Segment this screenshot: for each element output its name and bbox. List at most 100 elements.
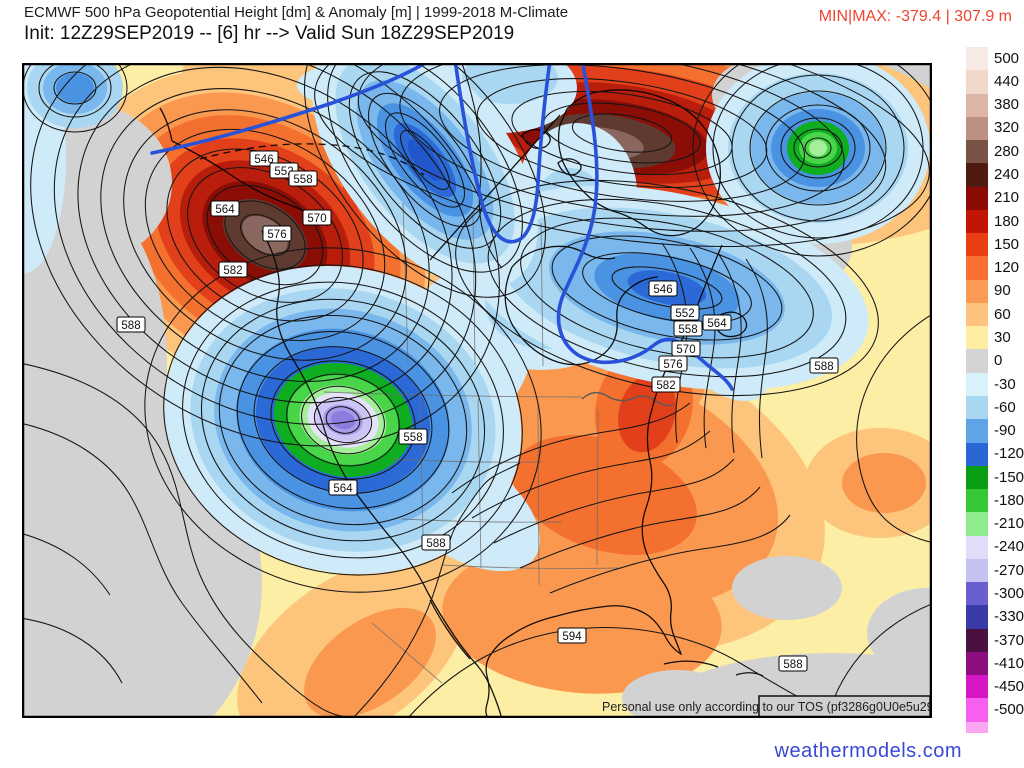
brand-link[interactable]: weathermodels.com	[774, 740, 962, 762]
colorbar-segment	[966, 140, 988, 164]
contour-label: 570	[302, 209, 332, 226]
map-frame	[22, 63, 932, 718]
colorbar-tick-label: 180	[994, 212, 1020, 230]
contour-label: 546	[249, 150, 279, 167]
svg-text:588: 588	[783, 659, 802, 671]
colorbar-tick-label: 440	[994, 72, 1020, 90]
watermark-text: Personal use only according to our TOS (…	[602, 700, 932, 714]
colorbar-segment	[966, 512, 988, 536]
header: ECMWF 500 hPa Geopotential Height [dm] &…	[24, 4, 568, 45]
colorbar-tick-label: -60	[994, 398, 1016, 416]
colorbar-tick-label: -300	[994, 584, 1024, 602]
contour-label: 552	[670, 304, 700, 321]
contour-label: 570	[671, 340, 701, 357]
colorbar-tick-label: 0	[994, 352, 1003, 370]
colorbar-segment	[966, 116, 988, 141]
svg-text:570: 570	[676, 344, 695, 356]
thick-540-contour	[150, 63, 734, 391]
colorbar-segment	[966, 47, 988, 71]
colorbar-segment	[966, 395, 988, 420]
colorbar-tick-label: 30	[994, 328, 1011, 346]
colorbar-tick-label: 280	[994, 142, 1020, 160]
colorbar-tick-label: -120	[994, 445, 1024, 463]
colorbar-tick-label: 380	[994, 96, 1020, 114]
svg-text:558: 558	[678, 324, 697, 336]
watermark-group: Personal use only according to our TOS (…	[602, 695, 932, 718]
map-title: ECMWF 500 hPa Geopotential Height [dm] &…	[24, 4, 569, 21]
colorbar-tick-label: 320	[994, 119, 1020, 137]
colorbar-segment	[966, 372, 988, 396]
colorbar-segment	[966, 70, 988, 94]
svg-text:546: 546	[254, 154, 273, 166]
contour-label: 588	[421, 534, 451, 551]
colorbar-tick-label: 60	[994, 305, 1011, 323]
colorbar-tick-label: 240	[994, 166, 1020, 184]
svg-text:588: 588	[426, 538, 445, 550]
contour-label: 582	[651, 376, 681, 393]
svg-text:570: 570	[307, 213, 326, 225]
contour-label: 558	[288, 170, 318, 187]
init-valid-line: Init: 12Z29SEP2019 -- [6] hr --> Valid S…	[24, 23, 515, 44]
colorbar-segment	[966, 93, 988, 117]
svg-text:588: 588	[814, 361, 833, 373]
contour-label: 576	[262, 225, 292, 242]
svg-text:564: 564	[333, 483, 353, 495]
colorbar-tick-label: 90	[994, 282, 1011, 300]
colorbar-segment	[966, 163, 988, 187]
colorbar-tick-label: -240	[994, 538, 1024, 556]
colorbar-segment	[966, 651, 988, 676]
colorbar-tick-label: -370	[994, 631, 1024, 649]
colorbar-segment	[966, 326, 988, 350]
colorbar-segment	[966, 233, 988, 257]
svg-text:594: 594	[562, 631, 582, 643]
colorbar-tick-label: 120	[994, 259, 1020, 277]
colorbar-segment	[966, 256, 988, 280]
colorbar-tick-label: -90	[994, 422, 1016, 440]
colorbar-segment	[966, 186, 988, 210]
colorbar-segment	[966, 721, 988, 733]
colorbar-segment	[966, 605, 988, 629]
colorbar-tick-label: 150	[994, 235, 1020, 253]
anomaly-colorbar	[966, 47, 988, 733]
svg-text:552: 552	[675, 308, 694, 320]
colorbar-tick-label: -330	[994, 608, 1024, 626]
map-canvas: 546 552 558 564 570 576 582 588 558 564 588 594 546 5…	[22, 63, 932, 718]
colorbar-tick-label: -150	[994, 468, 1024, 486]
colorbar-tick-label: 210	[994, 189, 1020, 207]
contour-label: 546	[648, 280, 678, 297]
svg-text:564: 564	[215, 204, 235, 216]
colorbar-tick-label: -180	[994, 491, 1024, 509]
colorbar-segment	[966, 349, 988, 373]
colorbar-segment	[966, 582, 988, 606]
colorbar-segment	[966, 628, 988, 652]
colorbar-tick-label: -450	[994, 678, 1024, 696]
colorbar-segment	[966, 675, 988, 699]
contour-label: 588	[809, 357, 839, 374]
svg-text:576: 576	[267, 229, 286, 241]
colorbar-segment	[966, 535, 988, 559]
contour-label: 582	[218, 261, 248, 278]
colorbar-segment	[966, 279, 988, 303]
colorbar-segment	[966, 302, 988, 327]
colorbar-tick-label: -500	[994, 701, 1024, 719]
contour-label: 564	[210, 200, 240, 217]
minmax-readout: MIN|MAX: -379.4 | 307.9 m	[818, 8, 1012, 25]
colorbar-segment	[966, 489, 988, 513]
contour-label: 558	[398, 428, 428, 445]
contour-label-layer: 546 552 558 564 570 576 582 588 558 564 588 594 546 5…	[116, 150, 839, 672]
colorbar-segment	[966, 442, 988, 466]
colorbar-tick-label: -410	[994, 654, 1024, 672]
svg-text:576: 576	[663, 359, 682, 371]
colorbar-tick-label: 500	[994, 49, 1020, 67]
colorbar-segment	[966, 419, 988, 443]
colorbar-segment	[966, 209, 988, 234]
height-contours	[22, 63, 932, 718]
contour-label: 576	[658, 355, 688, 372]
svg-text:582: 582	[223, 265, 242, 277]
svg-text:558: 558	[293, 174, 312, 186]
svg-text:564: 564	[707, 318, 727, 330]
contour-label: 558	[673, 320, 703, 337]
contour-label: 588	[116, 316, 146, 333]
contour-label: 564	[702, 314, 732, 331]
colorbar-segment	[966, 558, 988, 583]
